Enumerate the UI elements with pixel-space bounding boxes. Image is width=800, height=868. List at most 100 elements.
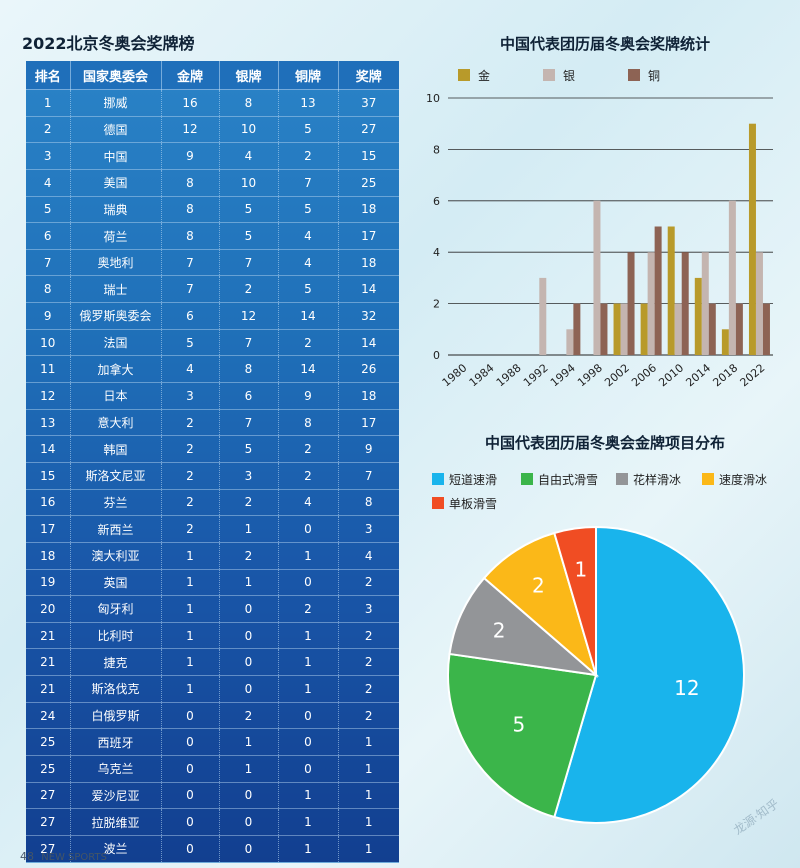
table-cell: 27 [26, 782, 71, 810]
table-cell: 捷克 [70, 648, 162, 677]
pie-chart-legend: 短道速滑 自由式滑雪 花样滑冰 速度滑冰 单板滑雪 [432, 471, 792, 521]
table-cell: 10 [219, 116, 279, 144]
table-row: 27 拉脱维亚 0 0 1 1 [26, 808, 399, 836]
table-cell: 9 [338, 435, 399, 463]
bar [573, 303, 581, 355]
table-cell: 1 [219, 515, 279, 543]
table-cell: 3 [161, 382, 220, 410]
table-cell: 18 [26, 542, 71, 570]
table-cell: 2 [219, 702, 279, 730]
table-cell: 6 [219, 382, 279, 410]
legend-label: 铜 [648, 69, 661, 83]
table-cell: 1 [161, 622, 220, 650]
bar [728, 200, 736, 355]
table-cell: 14 [338, 275, 399, 304]
page-footer: 48 NEW SPORTS [20, 850, 107, 863]
table-cell: 7 [278, 169, 339, 197]
table-cell: 21 [26, 648, 71, 677]
legend-label: 金 [478, 69, 491, 83]
table-cell: 2 [338, 648, 399, 677]
legend-swatch [432, 473, 444, 485]
table-cell: 1 [278, 675, 339, 703]
table-cell: 18 [338, 382, 399, 410]
table-cell: 5 [219, 222, 279, 250]
table-cell: 加拿大 [70, 355, 162, 384]
table-cell: 13 [278, 89, 339, 117]
table-cell: 荷兰 [70, 222, 162, 250]
table-cell: 2 [161, 462, 220, 490]
table-cell: 5 [278, 116, 339, 144]
pie-chart-title: 中国代表团历届冬奥会金牌项目分布 [484, 434, 725, 452]
table-cell: 1 [338, 782, 399, 810]
table-cell: 瑞典 [70, 196, 162, 224]
table-cell: 1 [278, 782, 339, 810]
table-cell: 27 [26, 808, 71, 836]
table-row: 14 韩国 2 5 2 9 [26, 435, 399, 463]
pie-slice [553, 525, 745, 824]
table-cell: 5 [278, 196, 339, 224]
bar [613, 303, 621, 355]
y-tick-label: 2 [433, 298, 440, 311]
table-cell: 斯洛伐克 [70, 675, 162, 703]
table-cell: 白俄罗斯 [70, 702, 162, 730]
table-cell: 1 [161, 569, 220, 597]
table-row: 7 奥地利 7 7 4 18 [26, 249, 399, 277]
table-cell: 18 [338, 196, 399, 224]
table-cell: 1 [161, 542, 220, 570]
table-cell: 8 [161, 222, 220, 250]
table-cell: 比利时 [70, 622, 162, 650]
table-row: 27 波兰 0 0 1 1 [26, 835, 399, 863]
table-cell: 24 [26, 702, 71, 730]
bar [654, 226, 662, 355]
table-cell: 奥地利 [70, 249, 162, 277]
table-cell: 25 [26, 755, 71, 783]
table-cell: 英国 [70, 569, 162, 597]
table-row: 16 芬兰 2 2 4 8 [26, 489, 399, 517]
legend-item: 铜 [628, 67, 660, 84]
bar [674, 303, 682, 355]
table-cell: 2 [161, 515, 220, 543]
table-cell: 2 [26, 116, 71, 144]
table-cell: 2 [278, 329, 339, 357]
table-cell: 0 [278, 702, 339, 730]
column-header: 排名 [26, 61, 71, 90]
table-cell: 13 [26, 409, 71, 437]
medal-table: 排名 国家奥委会 金牌 银牌 铜牌 奖牌 1 挪威 16 8 13 37 2 德国 12 10 5 27 3 中国 9… [26, 61, 399, 863]
pie-slice [448, 576, 600, 677]
table-cell: 8 [26, 275, 71, 304]
table-cell: 4 [278, 249, 339, 277]
table-row: 25 西班牙 0 1 0 1 [26, 728, 399, 757]
table-row: 10 法国 5 7 2 14 [26, 329, 399, 357]
table-cell: 2 [219, 542, 279, 570]
table-cell: 美国 [70, 169, 162, 197]
legend-swatch [432, 497, 444, 509]
table-cell: 俄罗斯奥委会 [70, 302, 162, 330]
bar [620, 303, 628, 355]
table-cell: 2 [338, 569, 399, 597]
table-cell: 15 [26, 462, 71, 490]
pie-value-label: 2 [493, 619, 506, 643]
table-row: 21 比利时 1 0 1 2 [26, 622, 399, 650]
table-cell: 0 [161, 808, 220, 836]
table-cell: 9 [278, 382, 339, 410]
table-cell: 10 [219, 169, 279, 197]
pie-slice [447, 652, 598, 819]
table-row: 4 美国 8 10 7 25 [26, 169, 399, 197]
table-cell: 4 [219, 142, 279, 170]
bar [539, 277, 547, 355]
bar [708, 303, 716, 355]
table-cell: 1 [338, 728, 399, 757]
table-cell: 17 [338, 409, 399, 437]
column-header: 国家奥委会 [70, 61, 162, 90]
table-cell: 8 [219, 89, 279, 117]
table-cell: 1 [338, 808, 399, 836]
table-cell: 0 [278, 569, 339, 597]
table-cell: 16 [26, 489, 71, 517]
legend-item: 银 [543, 67, 575, 84]
table-cell: 5 [219, 435, 279, 463]
table-row: 3 中国 9 4 2 15 [26, 142, 399, 170]
bar [667, 226, 675, 355]
table-cell: 0 [219, 835, 279, 863]
table-row: 11 加拿大 4 8 14 26 [26, 355, 399, 384]
